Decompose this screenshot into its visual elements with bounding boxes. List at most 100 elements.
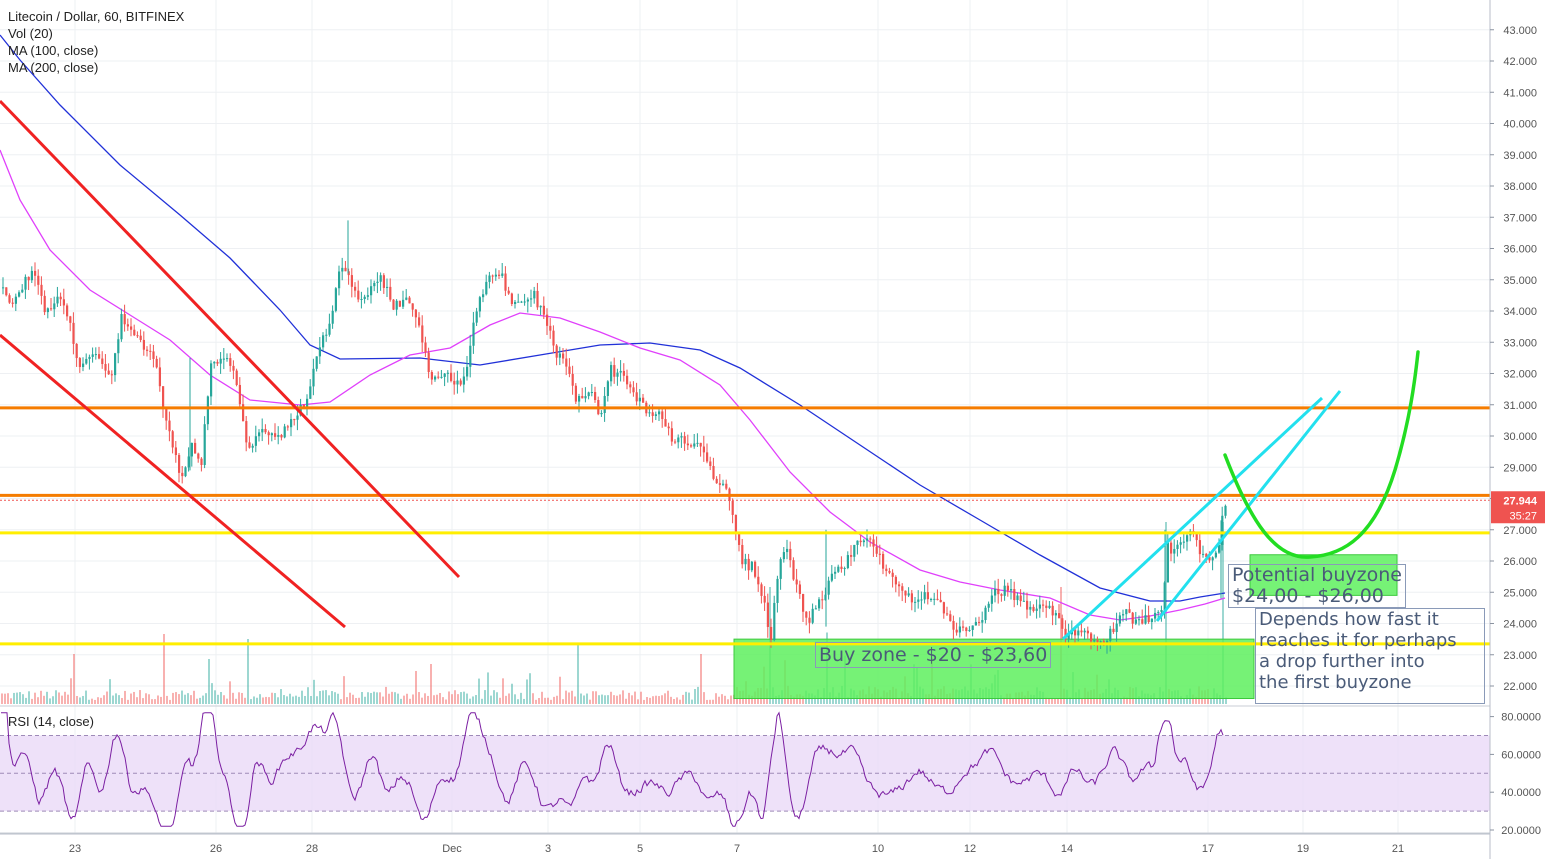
volume-bar xyxy=(670,696,672,704)
volume-bar xyxy=(112,695,114,704)
time-tick-label: 21 xyxy=(1392,843,1404,855)
volume-bar xyxy=(316,696,318,704)
volume-bar xyxy=(235,698,237,704)
time-tick-label: 23 xyxy=(69,843,81,855)
candle-body xyxy=(232,365,235,371)
candle-body xyxy=(50,308,53,310)
candle-body xyxy=(341,267,344,272)
candle-body xyxy=(248,442,251,448)
volume-bar xyxy=(226,698,228,704)
ma100-line xyxy=(0,149,1226,621)
volume-bar xyxy=(925,694,927,704)
candle-body xyxy=(126,324,129,327)
symbol-title[interactable]: Litecoin / Dollar, 60, BITFINEX xyxy=(8,9,185,24)
candle-body xyxy=(834,571,837,574)
candle-body xyxy=(770,626,773,640)
rsi-legend[interactable]: RSI (14, close) xyxy=(8,714,94,729)
volume-bar xyxy=(94,699,96,704)
candle-body xyxy=(78,358,81,368)
price-tick-label: 34.000 xyxy=(1503,306,1537,318)
volume-bar xyxy=(52,696,54,704)
candle-body xyxy=(206,396,209,425)
volume-bar xyxy=(1045,697,1047,704)
ma100-legend[interactable]: MA (100, close) xyxy=(8,43,99,58)
volume-bar xyxy=(793,696,795,704)
candle-body xyxy=(584,396,587,399)
candle-body xyxy=(1093,640,1096,642)
volume-bar xyxy=(694,689,696,704)
candle-body xyxy=(846,555,849,569)
candle-body xyxy=(1160,609,1163,612)
candle-body xyxy=(450,372,453,381)
potential-buyzone-label[interactable]: Potential buyzone $24,00 - $26,00 xyxy=(1228,564,1406,608)
volume-bar xyxy=(1048,698,1050,704)
candle-body xyxy=(427,352,430,373)
candle-body xyxy=(398,300,401,307)
candle-body xyxy=(635,392,638,402)
volume-bar xyxy=(40,690,42,704)
candle-body xyxy=(222,358,225,360)
candle-body xyxy=(331,310,334,324)
volume-bar xyxy=(649,697,651,704)
candle-body xyxy=(613,365,616,377)
candle-body xyxy=(21,289,24,293)
candle-body xyxy=(629,384,632,388)
candle-body xyxy=(670,428,673,442)
volume-bar xyxy=(517,699,519,704)
volume-bar xyxy=(322,690,324,704)
time-axis[interactable]: 23 26 28 Dec 3 5 7 10 12 14 17 19 21 xyxy=(0,833,1490,855)
vol-legend[interactable]: Vol (20) xyxy=(8,26,53,41)
volume-bar xyxy=(388,693,390,704)
candle-body xyxy=(1022,600,1025,602)
candle-body xyxy=(1019,595,1022,602)
volume-bar xyxy=(334,692,336,704)
candle-body xyxy=(920,599,923,601)
candle-body xyxy=(440,376,443,378)
volume-bar xyxy=(361,692,363,704)
volume-bar xyxy=(625,698,627,704)
candle-body xyxy=(43,295,46,313)
candle-body xyxy=(1074,629,1077,636)
volume-bar xyxy=(1156,698,1158,704)
volume-bar xyxy=(106,691,108,704)
depends-note[interactable]: Depends how fast it reaches it for perha… xyxy=(1255,608,1485,704)
candle-body xyxy=(578,395,581,402)
volume-bar xyxy=(199,697,201,704)
candle-body xyxy=(952,620,955,630)
price-axis[interactable]: 22.00023.00024.00025.00026.00027.00028.0… xyxy=(1489,0,1546,859)
price-tick-label: 25.000 xyxy=(1503,587,1537,599)
candle-body xyxy=(437,376,440,378)
candle-body xyxy=(430,372,433,380)
volume-bar xyxy=(898,697,900,704)
candle-body xyxy=(37,275,40,285)
cyan-channel-upper xyxy=(1061,396,1324,641)
candle-body xyxy=(878,553,881,555)
candle-body xyxy=(942,602,945,614)
volume-bar xyxy=(205,693,207,704)
ma200-legend[interactable]: MA (200, close) xyxy=(8,60,99,75)
candle-body xyxy=(642,397,645,403)
candle-body xyxy=(277,435,280,437)
candle-body xyxy=(1125,609,1128,615)
candle-body xyxy=(827,580,830,595)
volume-bar xyxy=(157,695,159,704)
volume-bar xyxy=(502,678,504,704)
candle-body xyxy=(501,273,504,276)
volume-bar xyxy=(469,698,471,704)
candle-body xyxy=(1147,615,1150,623)
candle-body xyxy=(539,305,542,308)
candle-body xyxy=(286,426,289,428)
buy-zone-label[interactable]: Buy zone - $20 - $23,60 xyxy=(815,642,1052,668)
candle-body xyxy=(520,301,523,303)
rsi-tick-label: 80.0000 xyxy=(1501,712,1541,724)
candle-body xyxy=(101,358,104,365)
candle-body xyxy=(1128,609,1131,613)
rsi-pane xyxy=(0,711,1490,834)
candle-body xyxy=(338,271,341,289)
candle-body xyxy=(293,419,296,421)
volume-bar xyxy=(568,692,570,704)
candle-body xyxy=(1058,613,1061,619)
candle-body xyxy=(616,372,619,377)
candle-body xyxy=(978,621,981,623)
